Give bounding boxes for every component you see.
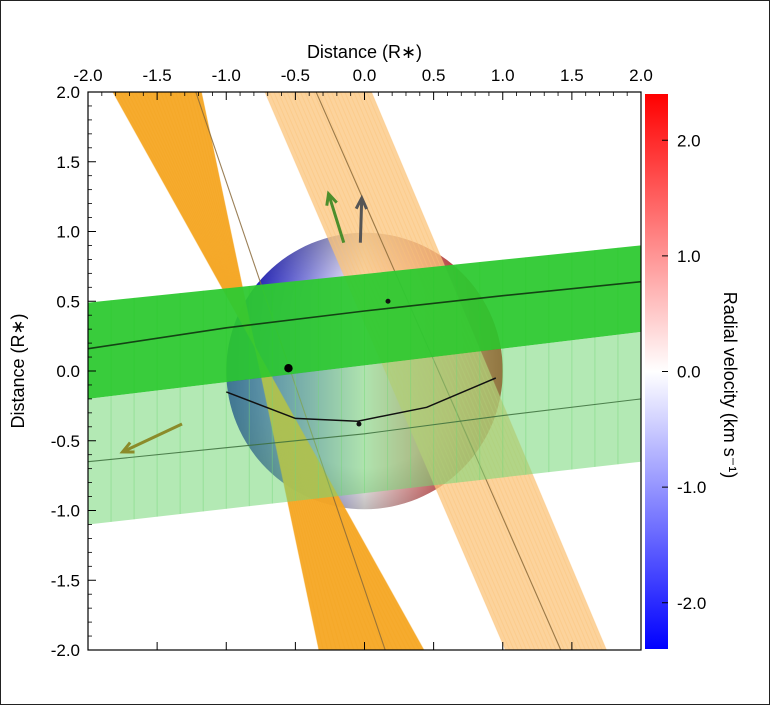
colorbar-tick-label: 1.0 <box>677 247 701 266</box>
colorbar-ticks: -2.0 -1.0 0.0 1.0 2.0 <box>662 131 706 613</box>
x-tick-label: 0.0 <box>353 66 377 85</box>
band-4-center-line <box>88 398 641 463</box>
band-4-fill <box>88 331 641 525</box>
x-tick-label: 1.0 <box>491 66 515 85</box>
y-tick-label: -1.5 <box>51 571 80 590</box>
band-3 <box>88 245 641 399</box>
x-tick-label: -1.5 <box>142 66 171 85</box>
y-tick-label: 1.0 <box>56 223 80 242</box>
axis-ticks: -2.0 -1.5 -1.0 -0.5 0.0 0.5 1.0 1.5 2.0-2.0-1.5-… <box>51 66 653 660</box>
trajectory-overlays <box>119 190 497 454</box>
direction-arrowhead-1 <box>325 190 338 206</box>
star-pole-dot <box>284 364 293 373</box>
x-tick-label: 1.5 <box>560 66 584 85</box>
colorbar-tick-label: 0.0 <box>677 363 701 382</box>
direction-arrow-1 <box>327 193 346 244</box>
transit-marker-1 <box>385 298 391 304</box>
band-3-fill <box>88 245 641 399</box>
y-tick-label: -1.0 <box>51 502 80 521</box>
x-tick-label: -0.5 <box>281 66 310 85</box>
y-tick-label: -2.0 <box>51 641 80 660</box>
y-tick-label: 2.0 <box>56 83 80 102</box>
direction-arrow-2 <box>358 197 364 243</box>
y-tick-label: 0.0 <box>56 362 80 381</box>
y-tick-label: 0.5 <box>56 292 80 311</box>
transit-marker-2 <box>356 421 362 427</box>
band-4 <box>88 331 641 525</box>
x-tick-label: -1.0 <box>212 66 241 85</box>
direction-arrow-3 <box>121 422 183 454</box>
x-tick-label: 2.0 <box>629 66 653 85</box>
y-tick-label: -0.5 <box>51 432 80 451</box>
colorbar-title: Radial velocity (km s⁻¹) <box>720 292 740 479</box>
y-axis-title: Distance (R∗) <box>8 313 28 428</box>
y-tick-label: 1.5 <box>56 153 80 172</box>
colorbar <box>645 94 668 649</box>
direction-arrowhead-2 <box>354 194 368 210</box>
trajectory-bands <box>88 92 641 650</box>
colorbar-tick-label: -1.0 <box>677 478 706 497</box>
colorbar-tick-label: -2.0 <box>677 594 706 613</box>
x-tick-label: -2.0 <box>73 66 102 85</box>
colorbar-tick-label: 2.0 <box>677 131 701 150</box>
star-equator <box>226 377 497 422</box>
band-3-center-line <box>88 280 641 350</box>
x-tick-label: 0.5 <box>422 66 446 85</box>
direction-arrowhead-3 <box>119 441 135 454</box>
x-axis-title: Distance (R∗) <box>307 42 422 62</box>
